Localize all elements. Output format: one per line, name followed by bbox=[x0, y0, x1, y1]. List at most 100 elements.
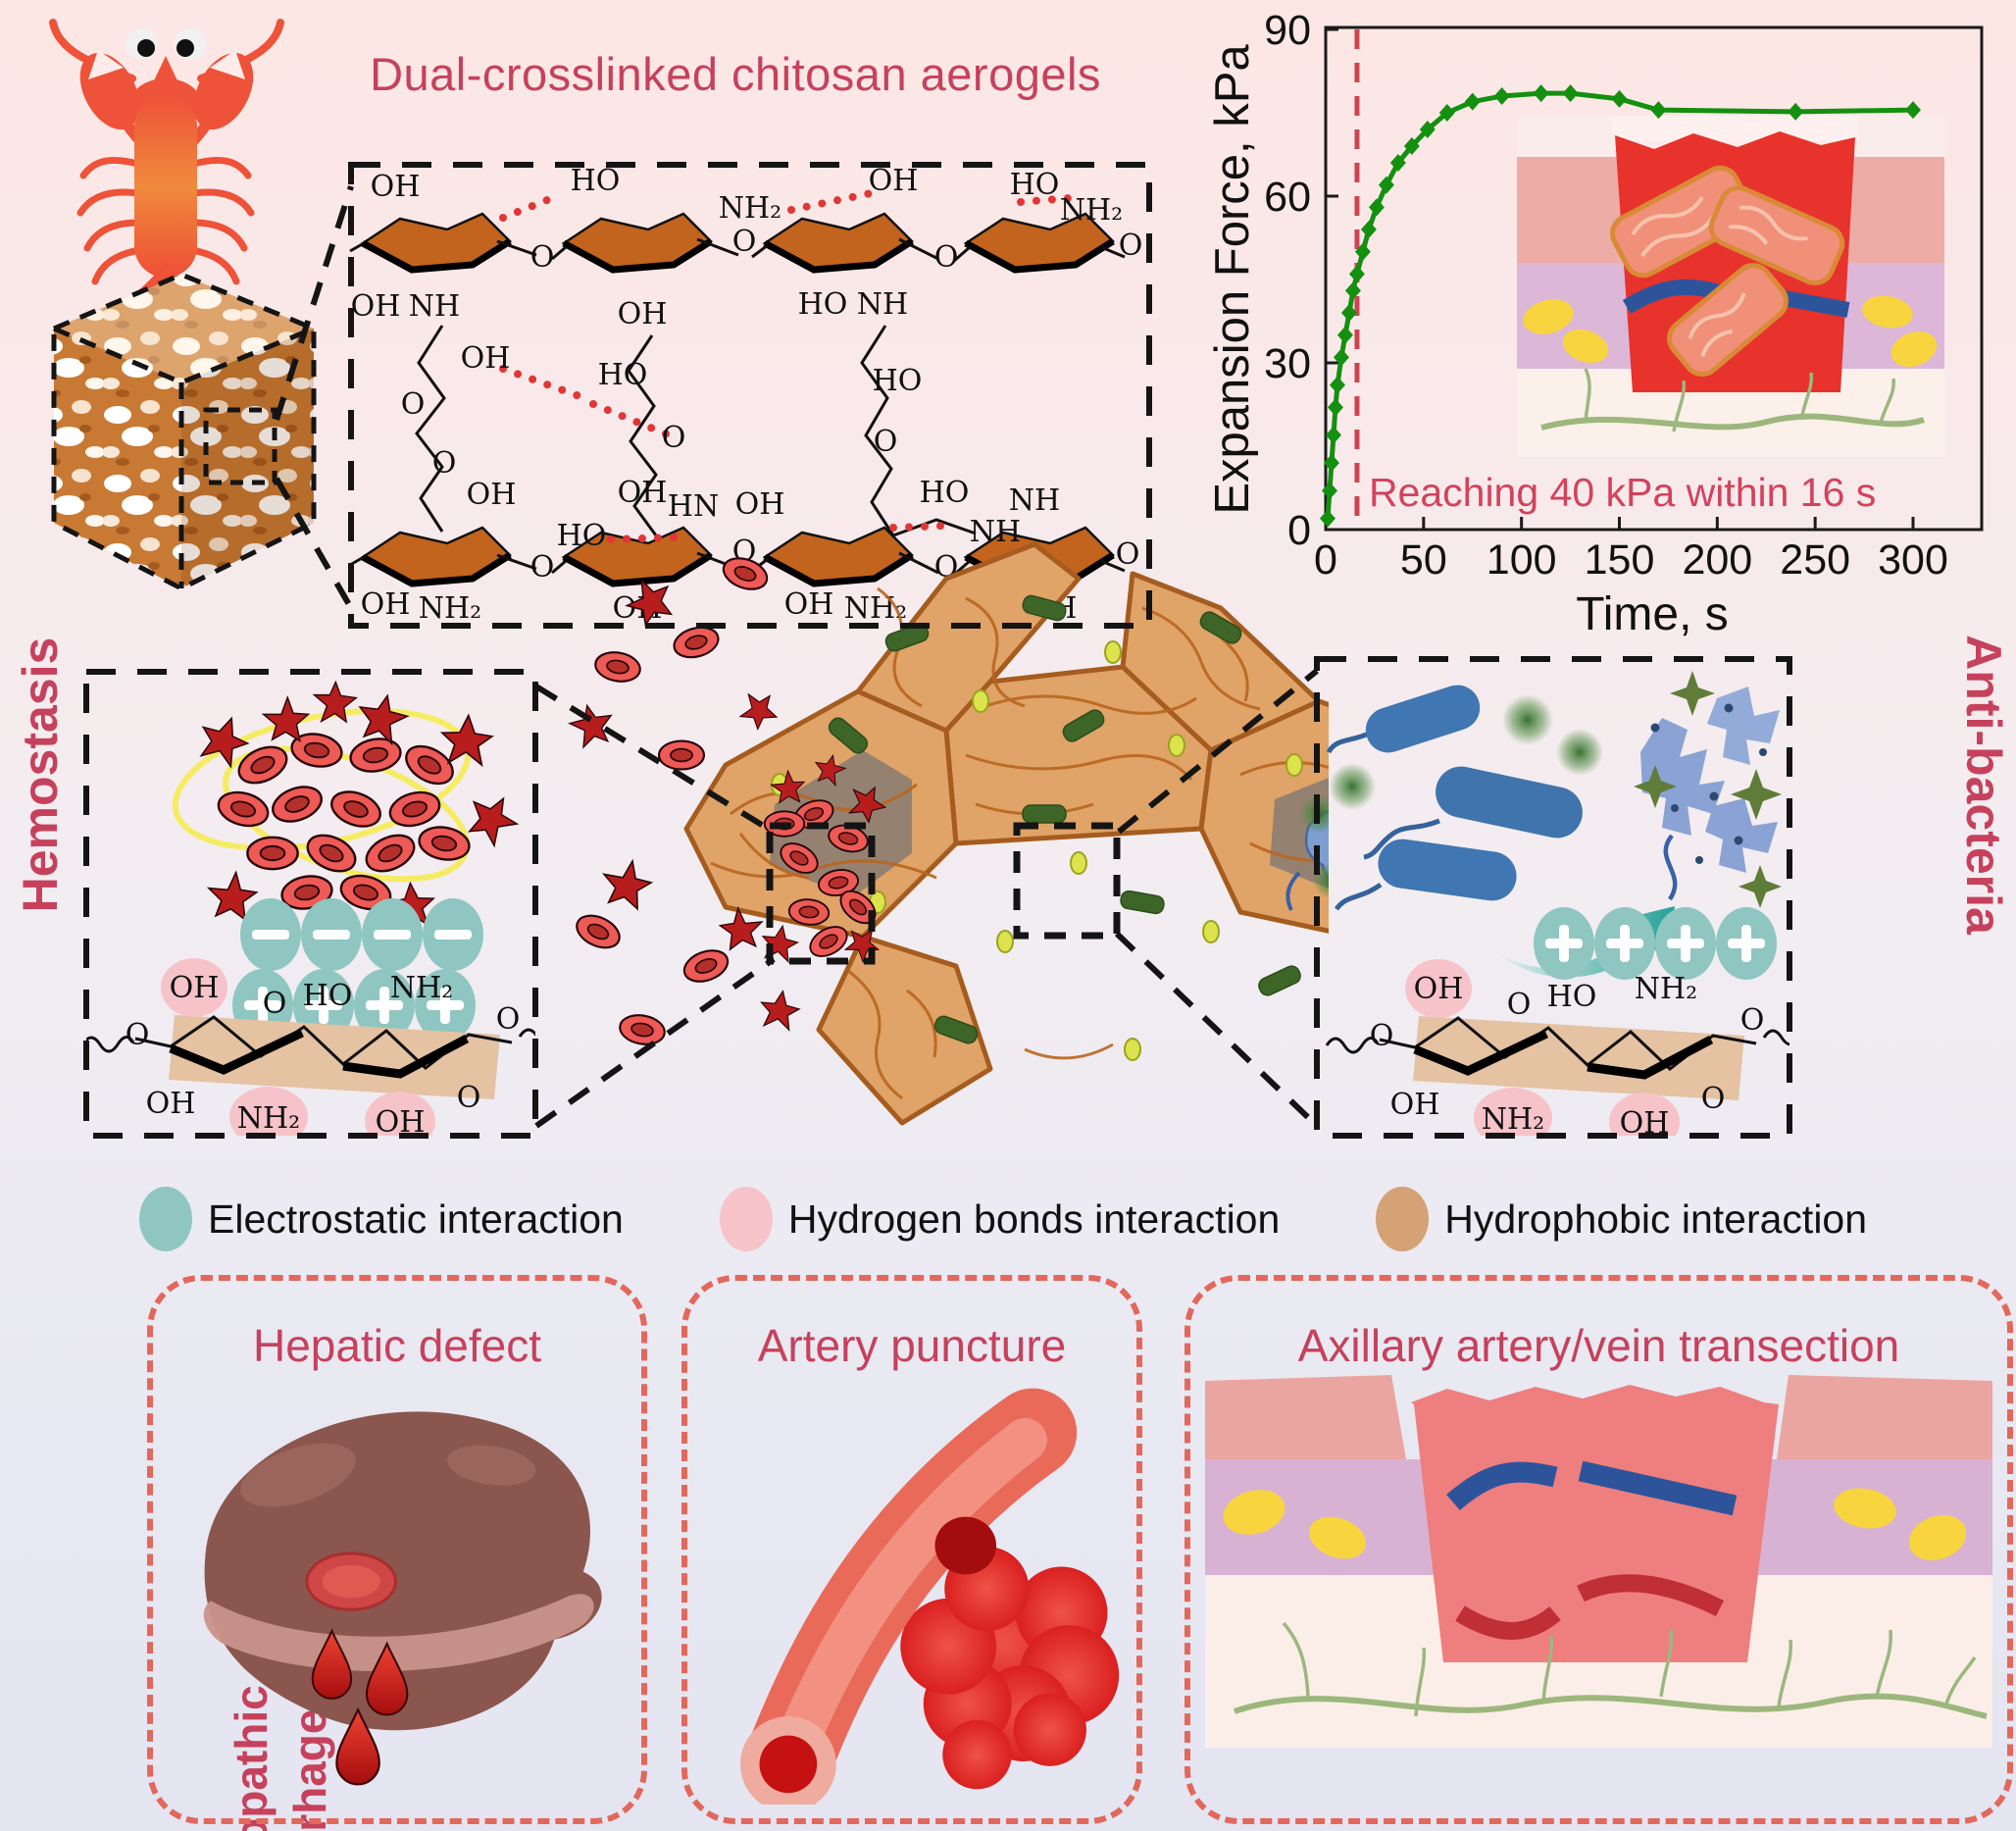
svg-text:OH: OH bbox=[618, 476, 668, 510]
svg-text:OH: OH bbox=[1414, 972, 1464, 1006]
transection-illustration bbox=[1205, 1375, 1992, 1748]
svg-text:HO: HO bbox=[303, 979, 353, 1013]
lobster-eyes bbox=[126, 28, 206, 60]
svg-text:50: 50 bbox=[1400, 536, 1447, 584]
svg-text:NH₂: NH₂ bbox=[1482, 1102, 1544, 1136]
svg-text:O: O bbox=[126, 1018, 150, 1052]
svg-text:NH: NH bbox=[1009, 483, 1060, 518]
expansion-force-chart: 0 30 60 90 0 50 100 150 200 250 300 Time, s Expansio… bbox=[1191, 0, 2016, 647]
svg-text:OH: OH bbox=[1390, 1088, 1440, 1122]
svg-text:O: O bbox=[530, 240, 555, 275]
legend-item-hydrogen-bonds: Hydrogen bonds interaction bbox=[719, 1187, 1281, 1251]
cube-left-face bbox=[54, 329, 181, 588]
svg-text:O: O bbox=[263, 987, 287, 1021]
svg-text:Expansion Force, kPa: Expansion Force, kPa bbox=[1206, 44, 1259, 515]
svg-text:HO: HO bbox=[1010, 168, 1060, 202]
svg-text:NH: NH bbox=[857, 287, 908, 322]
puncture-hole bbox=[934, 1516, 997, 1575]
blood-drops bbox=[311, 1628, 409, 1786]
hydrophobic-color-dot bbox=[1376, 1187, 1430, 1251]
hepatic-defect-panel: Hepatic defect bbox=[147, 1275, 647, 1824]
axillary-transection-panel: Axillary artery/vein transection bbox=[1184, 1275, 2013, 1824]
svg-text:OH: OH bbox=[735, 487, 785, 522]
svg-text:OH: OH bbox=[376, 1105, 426, 1136]
artery-illustration bbox=[739, 1388, 1120, 1812]
svg-text:O: O bbox=[1119, 229, 1143, 263]
lobster-legs bbox=[76, 156, 255, 285]
liver-illustration bbox=[203, 1411, 602, 1786]
svg-text:OH: OH bbox=[146, 1087, 196, 1121]
svg-text:OH: OH bbox=[467, 478, 517, 512]
svg-text:O: O bbox=[874, 425, 898, 459]
svg-text:NH₂: NH₂ bbox=[1060, 193, 1123, 228]
hemostasis-label: Hemostasis bbox=[13, 636, 68, 913]
aerogel-scaffold bbox=[567, 541, 1329, 1126]
svg-text:NH: NH bbox=[409, 289, 460, 324]
disrupted-bacteria bbox=[1634, 671, 1782, 908]
aerogel-cube-image bbox=[51, 272, 317, 591]
panel-title: Artery puncture bbox=[757, 1320, 1067, 1371]
legend-item-hydrophobic: Hydrophobic interaction bbox=[1376, 1187, 1867, 1251]
svg-text:OH: OH bbox=[170, 971, 220, 1005]
svg-text:O: O bbox=[457, 1081, 481, 1115]
inset-vessels bbox=[1540, 413, 1925, 431]
svg-text:60: 60 bbox=[1264, 174, 1311, 221]
svg-text:150: 150 bbox=[1585, 536, 1655, 584]
svg-text:O: O bbox=[934, 240, 959, 275]
svg-text:NH₂: NH₂ bbox=[390, 971, 453, 1005]
svg-text:NH₂: NH₂ bbox=[419, 591, 481, 626]
lobster-body bbox=[134, 95, 197, 278]
cube-zoom-region bbox=[203, 407, 277, 485]
svg-text:200: 200 bbox=[1682, 536, 1752, 584]
svg-text:O: O bbox=[1507, 988, 1532, 1022]
legend: Electrostatic interaction Hydrogen bonds… bbox=[139, 1180, 1867, 1258]
svg-text:HO: HO bbox=[873, 364, 923, 398]
legend-label: Hydrogen bonds interaction bbox=[787, 1195, 1281, 1242]
svg-text:HO: HO bbox=[598, 358, 648, 392]
svg-text:OH: OH bbox=[618, 297, 668, 331]
svg-text:300: 300 bbox=[1878, 536, 1948, 584]
inset-aerogel-cylinders bbox=[1610, 165, 1845, 377]
panel-title: Hepatic defect bbox=[252, 1320, 542, 1371]
svg-text:OH: OH bbox=[461, 341, 511, 376]
svg-text:O: O bbox=[1370, 1019, 1394, 1053]
antibacteria-label: Anti-bacteria bbox=[1956, 635, 2011, 935]
svg-text:O: O bbox=[1740, 1003, 1765, 1038]
svg-text:250: 250 bbox=[1780, 536, 1850, 584]
live-bacteria bbox=[1326, 685, 1603, 911]
svg-text:OH: OH bbox=[1620, 1106, 1670, 1136]
svg-text:NH₂: NH₂ bbox=[1635, 972, 1697, 1006]
svg-text:O: O bbox=[432, 446, 457, 481]
svg-text:HO: HO bbox=[798, 287, 848, 322]
legend-label: Electrostatic interaction bbox=[208, 1195, 624, 1242]
svg-text:Reaching 40 kPa within 16 s: Reaching 40 kPa within 16 s bbox=[1369, 470, 1876, 515]
hydrogen-bonds-color-dot bbox=[719, 1187, 773, 1251]
svg-text:O: O bbox=[496, 1002, 521, 1037]
svg-text:90: 90 bbox=[1264, 7, 1311, 54]
svg-text:OH: OH bbox=[361, 587, 411, 622]
svg-text:100: 100 bbox=[1487, 536, 1557, 584]
vessels bbox=[1234, 1693, 1988, 1719]
wound-inset-illustration bbox=[1517, 116, 1944, 457]
cube-dashed-outline bbox=[51, 272, 317, 591]
artery-lumen bbox=[759, 1735, 818, 1794]
artery-puncture-panel: Artery puncture bbox=[681, 1275, 1142, 1824]
svg-text:OH: OH bbox=[351, 289, 401, 324]
svg-text:0: 0 bbox=[1287, 507, 1311, 554]
svg-text:O: O bbox=[401, 387, 426, 422]
svg-text:HN: HN bbox=[668, 489, 719, 524]
legend-label: Hydrophobic interaction bbox=[1444, 1195, 1868, 1242]
figure-title: Dual-crosslinked chitosan aerogels bbox=[370, 48, 1101, 100]
panel-title: Axillary artery/vein transection bbox=[1297, 1320, 1900, 1371]
svg-text:HO: HO bbox=[571, 164, 621, 198]
svg-text:HO: HO bbox=[1547, 980, 1597, 1014]
svg-text:Time, s: Time, s bbox=[1576, 588, 1729, 640]
blood-clot-cells bbox=[199, 680, 520, 929]
legend-item-electrostatic: Electrostatic interaction bbox=[139, 1187, 624, 1251]
svg-text:NH₂: NH₂ bbox=[719, 191, 781, 226]
svg-text:NH₂: NH₂ bbox=[237, 1101, 300, 1136]
svg-text:O: O bbox=[1701, 1082, 1726, 1116]
